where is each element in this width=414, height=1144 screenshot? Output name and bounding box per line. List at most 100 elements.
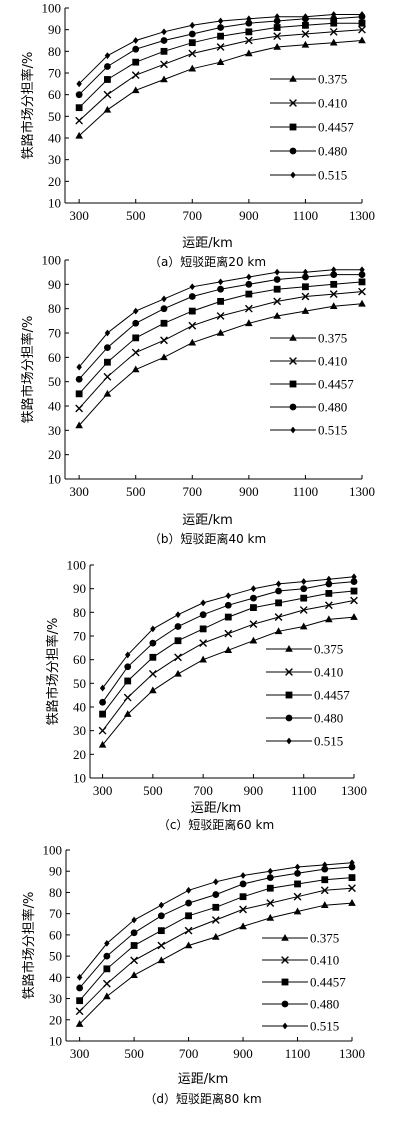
legend-label: 0.480 bbox=[310, 997, 339, 1012]
legend-marker-diamond bbox=[282, 1022, 288, 1030]
data-point-cross bbox=[160, 60, 168, 69]
data-point-cross bbox=[299, 606, 308, 614]
legend-label: 0.4457 bbox=[314, 688, 350, 703]
y-tick-label: 10 bbox=[73, 771, 86, 786]
y-tick-label: 10 bbox=[48, 196, 61, 211]
data-point-triangle bbox=[329, 302, 338, 310]
data-point-diamond bbox=[200, 599, 206, 607]
data-point-diamond bbox=[189, 21, 196, 29]
cross-stroke bbox=[299, 606, 308, 614]
series-0.480 bbox=[75, 271, 366, 383]
data-point-triangle bbox=[358, 36, 366, 44]
data-point-circle bbox=[348, 863, 356, 871]
y-tick-label: 70 bbox=[48, 326, 61, 341]
x-axis-label: 运距/km bbox=[178, 1072, 229, 1087]
data-point-diamond bbox=[161, 28, 167, 36]
y-tick-label: 10 bbox=[48, 472, 61, 487]
data-point-triangle bbox=[199, 655, 207, 663]
data-point-circle bbox=[99, 698, 106, 706]
data-point-triangle bbox=[325, 615, 333, 623]
y-tick-label: 100 bbox=[42, 1, 62, 16]
cross-stroke bbox=[102, 979, 111, 988]
x-axis-label: 运距/km bbox=[191, 801, 242, 816]
y-tick-label: 20 bbox=[48, 447, 61, 462]
data-point-triangle bbox=[350, 613, 358, 620]
data-point-square bbox=[245, 28, 253, 36]
data-point-triangle bbox=[301, 307, 310, 314]
legend-item: 0.410 bbox=[270, 354, 347, 369]
data-point-triangle bbox=[123, 710, 132, 717]
series-0.4457 bbox=[75, 278, 366, 398]
x-tick-label: 700 bbox=[193, 783, 213, 798]
data-point-square bbox=[75, 390, 83, 398]
cross-stroke bbox=[160, 60, 168, 69]
legend-item: 0.480 bbox=[270, 400, 347, 415]
data-point-square bbox=[245, 290, 253, 298]
y-tick-label: 70 bbox=[48, 66, 61, 81]
series-0.410 bbox=[75, 25, 366, 125]
data-point-circle bbox=[224, 601, 232, 609]
data-point-triangle bbox=[224, 646, 233, 653]
cross-stroke bbox=[130, 956, 138, 965]
data-point-diamond bbox=[326, 575, 332, 583]
y-tick-label: 80 bbox=[73, 605, 86, 620]
x-tick-label: 300 bbox=[70, 1046, 90, 1061]
data-point-square bbox=[104, 358, 111, 366]
cross-stroke bbox=[358, 25, 366, 34]
x-tick-label: 500 bbox=[126, 208, 146, 223]
data-point-circle bbox=[217, 24, 224, 31]
legend-label: 0.410 bbox=[314, 665, 343, 680]
data-point-square bbox=[294, 880, 301, 888]
legend-item: 0.4457 bbox=[266, 688, 350, 703]
cross-stroke bbox=[157, 941, 166, 950]
y-tick-label: 40 bbox=[73, 700, 86, 715]
legend-label: 0.515 bbox=[318, 423, 347, 438]
data-point-square bbox=[103, 965, 111, 973]
x-tick-label: 700 bbox=[179, 1046, 199, 1061]
data-point-circle bbox=[76, 984, 84, 992]
y-tick-label: 80 bbox=[49, 885, 62, 900]
x-tick-label: 1100 bbox=[293, 208, 319, 223]
data-point-cross bbox=[358, 287, 366, 296]
y-tick-label: 100 bbox=[43, 843, 63, 858]
data-point-cross bbox=[301, 292, 310, 301]
cross-stroke bbox=[199, 639, 208, 647]
data-point-circle bbox=[132, 45, 140, 53]
x-tick-label: 300 bbox=[69, 484, 89, 499]
data-point-square bbox=[330, 280, 338, 288]
data-point-diamond bbox=[124, 651, 131, 659]
x-tick-label: 900 bbox=[239, 208, 259, 223]
legend-marker-diamond bbox=[286, 737, 292, 745]
data-point-circle bbox=[325, 580, 333, 588]
y-tick-label: 40 bbox=[48, 131, 61, 146]
x-axis-label: 运距/km bbox=[182, 236, 233, 251]
cross-stroke bbox=[75, 116, 84, 125]
data-point-diamond bbox=[294, 863, 301, 871]
legend-marker-square bbox=[289, 123, 297, 131]
data-point-diamond bbox=[246, 273, 252, 281]
data-point-triangle bbox=[320, 901, 329, 908]
data-point-triangle bbox=[245, 49, 253, 57]
data-point-diamond bbox=[302, 13, 309, 21]
data-point-square bbox=[132, 58, 140, 66]
legend-item: 0.410 bbox=[262, 953, 339, 968]
cross-stroke bbox=[273, 297, 282, 306]
y-tick-label: 10 bbox=[49, 1034, 62, 1049]
y-tick-label: 90 bbox=[49, 864, 62, 879]
data-point-square bbox=[104, 76, 111, 83]
y-tick-label: 30 bbox=[73, 723, 86, 738]
data-point-triangle bbox=[249, 636, 258, 644]
data-point-square bbox=[350, 587, 358, 595]
data-point-diamond bbox=[104, 329, 111, 337]
cross-stroke bbox=[358, 287, 366, 296]
data-point-triangle bbox=[273, 43, 281, 50]
data-point-circle bbox=[130, 929, 138, 937]
data-point-triangle bbox=[358, 299, 366, 307]
cross-stroke bbox=[301, 30, 310, 38]
data-point-cross bbox=[75, 404, 84, 413]
cross-stroke bbox=[103, 372, 112, 381]
legend-marker-circle bbox=[281, 1000, 289, 1008]
series-0.375 bbox=[75, 299, 366, 429]
data-point-cross bbox=[350, 596, 358, 605]
series-0.4457 bbox=[99, 587, 358, 718]
